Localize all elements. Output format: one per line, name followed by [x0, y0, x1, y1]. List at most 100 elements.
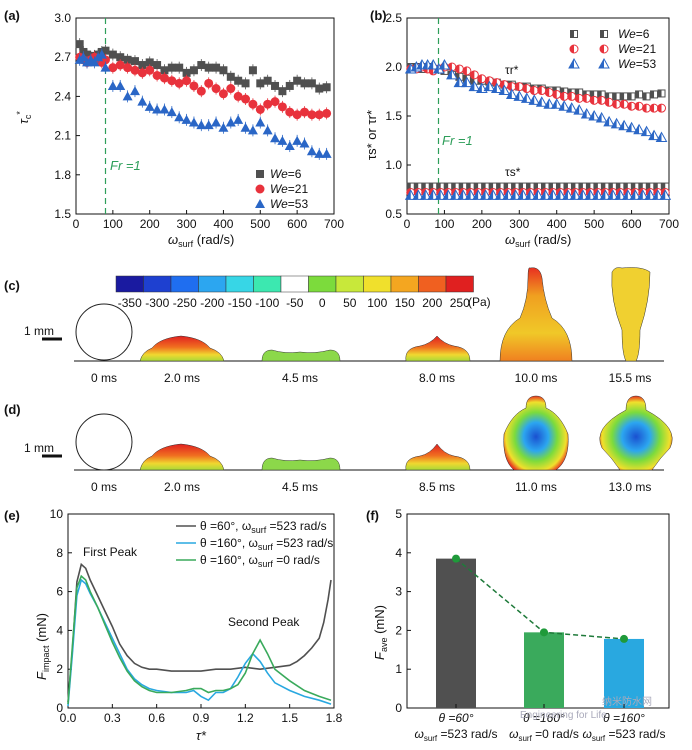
data-point-we-6-fill — [628, 92, 632, 100]
data-point-we-21-fill — [507, 82, 512, 91]
data-point-we-6-fill — [549, 183, 553, 191]
x-tick-label: 700 — [324, 217, 344, 231]
data-point-we-53 — [218, 122, 229, 132]
data-point-we-21 — [174, 78, 184, 88]
frame-time-label: 4.5 ms — [282, 371, 318, 385]
legend-e-label: θ =160°, ωsurf =523 rad/s — [200, 536, 333, 552]
colorbar-segment — [363, 275, 392, 293]
data-point-we-21 — [152, 70, 162, 80]
cat-omega: ω — [582, 727, 591, 741]
data-point-we-6-fill — [601, 183, 606, 191]
y-tick-label: 2 — [395, 623, 402, 637]
y-tick-label: 3.0 — [54, 11, 71, 25]
panel-e: (e) 0.0 0.3 0.6 0.9 1.2 1.5 1.8 0 2 4 6 8 10 First P… — [4, 507, 343, 743]
data-point-we-6-fill — [455, 73, 460, 81]
y-tick-label: 2.5 — [385, 11, 402, 25]
data-point-we-53 — [321, 148, 332, 158]
x-tick-label: 1.2 — [237, 711, 254, 725]
data-point-we-53 — [144, 101, 155, 111]
data-point-we-53-fill — [461, 77, 467, 87]
colorbar-tick-label: -300 — [145, 296, 169, 310]
data-point-we-53-fill — [600, 190, 606, 200]
data-point-we-21-fill — [575, 94, 580, 103]
y-tick-label: 2 — [56, 662, 63, 676]
watermark: Engineering for Life 纳米防水网 — [520, 695, 652, 721]
data-point-we-6 — [241, 79, 250, 88]
bar-value-point — [620, 634, 628, 643]
x-tick-label: 0 — [73, 217, 80, 231]
panel-d-label: (d) — [4, 402, 21, 417]
y-tick-label: 1.5 — [385, 109, 402, 123]
legend-a-we6: We=6 — [270, 167, 302, 181]
data-point-we-53 — [129, 86, 140, 96]
data-point-we-53-fill — [499, 85, 505, 95]
data-point-we-53-fill — [656, 132, 662, 142]
legend-b-marker-fill — [600, 30, 604, 38]
colorbar-segment — [390, 275, 419, 293]
data-point-we-6 — [123, 55, 132, 64]
y-tick-label: 5 — [395, 507, 402, 521]
data-point-we-6 — [116, 53, 125, 62]
data-point-we-53-fill — [533, 190, 538, 200]
panel-a-label: (a) — [4, 8, 20, 23]
data-point-we-21-fill — [522, 84, 527, 93]
data-point-we-53-fill — [413, 190, 419, 200]
x-tick-label: 1.5 — [281, 711, 298, 725]
data-point-we-6-fill — [635, 90, 640, 98]
data-point-we-53-fill — [604, 116, 610, 126]
data-point-we-6-fill — [463, 75, 467, 83]
data-point-we-6 — [160, 66, 169, 75]
data-point-we-21 — [130, 65, 140, 75]
data-point-we-6-fill — [504, 183, 509, 191]
colorbar-tick-label: 200 — [422, 296, 442, 310]
legend-e-tail: =523 rad/s — [273, 536, 333, 550]
panel-e-axes: 0.0 0.3 0.6 0.9 1.2 1.5 1.8 0 2 4 6 8 10 — [50, 507, 343, 725]
colorbar-tick-label: 100 — [367, 296, 387, 310]
frame-time-label: 10.0 ms — [515, 371, 558, 385]
data-point-we-53 — [211, 117, 222, 127]
y-tick-label: 3 — [395, 585, 402, 599]
data-point-we-53-fill — [592, 190, 598, 200]
bar — [436, 558, 476, 708]
panel-b-ylabel: τs* or τr* — [364, 110, 379, 160]
data-point-we-53 — [181, 114, 192, 124]
data-point-we-6 — [256, 79, 265, 88]
data-point-we-6-fill — [527, 183, 531, 191]
data-point-we-53 — [247, 125, 258, 135]
data-point-we-6-fill — [605, 92, 610, 100]
data-point-we-6 — [167, 63, 176, 72]
colorbar-tick-label: 150 — [395, 296, 415, 310]
data-point-we-53 — [225, 117, 236, 127]
data-point-we-6 — [219, 66, 228, 75]
droplet-d-2ms — [139, 443, 225, 471]
data-point-we-53-fill — [529, 95, 535, 105]
panel-d: (d) 1 mm 0 ms 2.0 ms 4.5 ms 8.5 ms 11.0 ms 13… — [4, 395, 673, 494]
data-point-we-21 — [196, 86, 206, 96]
legend-b-prefix: We — [618, 27, 636, 41]
panel-e-second-peak: Second Peak — [228, 615, 300, 629]
data-point-we-6 — [175, 63, 184, 72]
panel-e-label: (e) — [4, 508, 20, 523]
panel-f-ylabel: Fave (mN) — [372, 605, 389, 660]
data-point-we-6-fill — [609, 183, 613, 191]
data-point-we-21-fill — [455, 64, 460, 73]
frame-time-label: 15.5 ms — [609, 371, 652, 385]
watermark-text-cn: 纳米防水网 — [602, 695, 652, 708]
data-point-we-21 — [285, 107, 295, 117]
data-point-we-21-fill — [582, 94, 587, 103]
data-point-we-53-fill — [420, 190, 426, 200]
droplet-d-4-5ms — [261, 457, 341, 471]
panel-c-label: (c) — [4, 278, 20, 293]
legend-a-we21: We=21 — [270, 182, 308, 196]
colorbar-segment — [115, 275, 144, 293]
panel-b-tau-r-label: τr* — [505, 63, 519, 77]
legend-b-marker-fill — [599, 59, 604, 68]
panel-a-fr-label: Fr =1 — [110, 158, 141, 173]
data-point-we-53 — [152, 104, 163, 114]
y-tick-label: 1.0 — [385, 158, 402, 172]
data-point-we-6 — [234, 76, 243, 85]
data-point-we-6-fill — [624, 183, 628, 191]
data-point-we-53-fill — [525, 190, 531, 200]
data-point-we-53-fill — [458, 190, 464, 200]
data-point-we-53 — [203, 120, 214, 130]
